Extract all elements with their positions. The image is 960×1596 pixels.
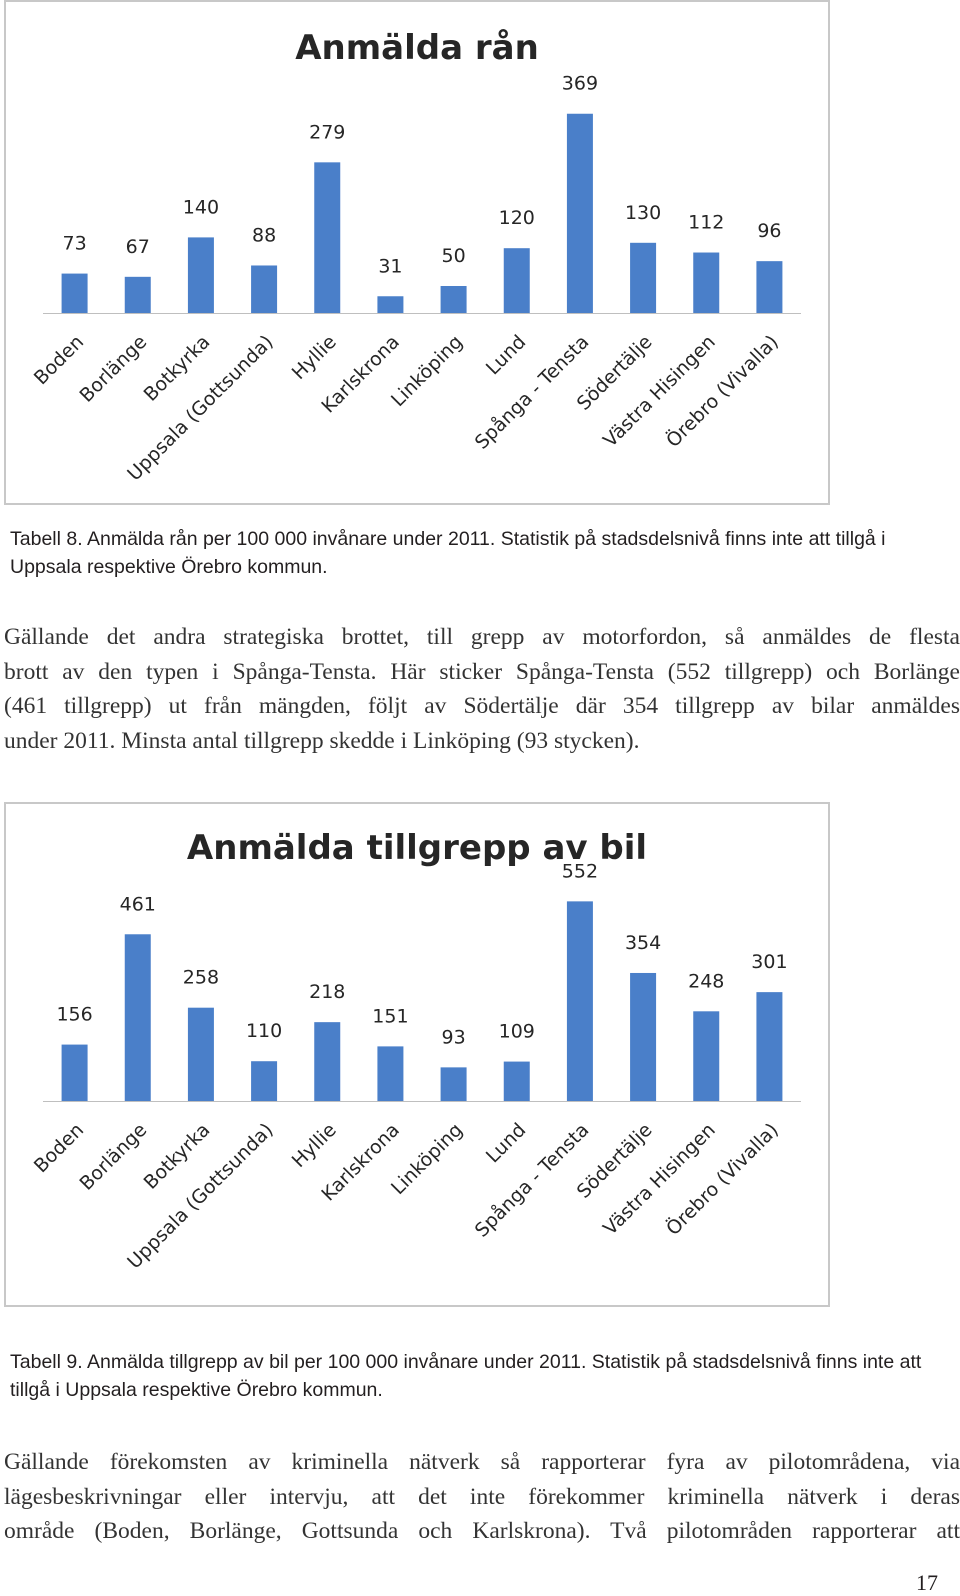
- data-label: 552: [562, 860, 598, 882]
- category-label: Lund: [482, 1119, 530, 1167]
- paragraph-line: Gällande förekomsten av kriminella nätve…: [4, 1449, 960, 1475]
- data-label: 88: [252, 224, 276, 246]
- data-label: 140: [183, 196, 219, 218]
- category-label: Västra Hisingen: [599, 331, 720, 452]
- bar-12: [756, 992, 783, 1101]
- bar-2: [124, 276, 151, 313]
- data-label: 218: [309, 981, 345, 1003]
- body-paragraph-2: Gällande förekomsten av kriminella nätve…: [4, 1445, 960, 1549]
- data-label: 73: [62, 233, 86, 255]
- bar-3: [187, 237, 214, 313]
- data-label: 258: [183, 967, 219, 989]
- robbery-chart-svg: Anmälda rån 73Boden67Borlänge140Botkyrka…: [30, 28, 801, 485]
- paragraph-line: område (Boden, Borlänge, Gottsunda och K…: [4, 1518, 960, 1544]
- data-label: 50: [441, 245, 465, 267]
- bar-6: [377, 1046, 404, 1101]
- bar-9: [566, 901, 593, 1101]
- data-label: 279: [309, 121, 345, 143]
- category-label: Boden: [30, 331, 88, 389]
- chart-title: Anmälda tillgrepp av bil: [187, 828, 647, 868]
- data-label: 130: [625, 202, 661, 224]
- data-label: 96: [757, 220, 781, 242]
- category-label: Borlänge: [75, 1119, 151, 1195]
- data-label: 151: [372, 1005, 408, 1027]
- category-label: Boden: [30, 1119, 88, 1177]
- data-label: 112: [688, 212, 724, 234]
- data-label: 156: [56, 1004, 92, 1026]
- category-label: Örebro (Vivalla): [661, 330, 783, 452]
- bar-11: [693, 252, 720, 313]
- table-9-caption: Tabell 9. Anmälda tillgrepp av bil per 1…: [10, 1351, 922, 1401]
- bar-7: [440, 1067, 467, 1101]
- page-number: 17: [916, 1570, 938, 1595]
- bar-10: [630, 972, 657, 1101]
- category-label: Spånga - Tensta: [470, 1118, 593, 1241]
- data-label: 109: [499, 1021, 535, 1043]
- car-theft-chart: Anmälda tillgrepp av bil 156 Boden 461 Borl…: [4, 802, 830, 1307]
- data-label: 93: [441, 1026, 465, 1048]
- data-label: 369: [562, 73, 598, 95]
- bar-12: [756, 261, 783, 313]
- data-label: 354: [625, 932, 661, 954]
- category-label: Hyllie: [288, 331, 341, 384]
- bar-1: [61, 1044, 88, 1101]
- bar-5: [314, 162, 341, 313]
- data-label: 301: [751, 951, 787, 973]
- bar-3: [187, 1007, 214, 1101]
- category-label: Borlänge: [75, 331, 151, 407]
- category-label: Hyllie: [288, 1119, 341, 1172]
- bar-11: [693, 1011, 720, 1101]
- category-label: Västra Hisingen: [599, 1119, 720, 1240]
- bar-4: [251, 1061, 278, 1101]
- paragraph-line: (461 tillgrepp) ut från mängden, följt a…: [4, 693, 960, 719]
- body-paragraph-1: Gällande det andra strategiska brottet, …: [4, 620, 960, 758]
- bar-9: [566, 113, 593, 314]
- bar-2: [124, 934, 151, 1101]
- paragraph-line: Gällande det andra strategiska brottet, …: [4, 624, 960, 650]
- category-label: Spånga - Tensta: [470, 330, 593, 453]
- paragraph-line: under 2011. Minsta antal tillgrepp skedd…: [4, 727, 640, 754]
- data-label: 67: [126, 236, 150, 258]
- bar-1: [61, 273, 88, 313]
- data-label: 110: [246, 1020, 282, 1042]
- category-label: Örebro (Vivalla): [661, 1118, 783, 1240]
- data-label: 248: [688, 970, 724, 992]
- bar-8: [503, 1061, 530, 1101]
- car-theft-chart-svg: Anmälda tillgrepp av bil 156 Boden 461 Borl…: [30, 828, 801, 1273]
- data-label: 461: [120, 893, 156, 915]
- bar-4: [251, 265, 278, 313]
- table-8-caption: Tabell 8. Anmälda rån per 100 000 invåna…: [10, 528, 886, 578]
- robbery-chart: Anmälda rån 73 Boden 67 Borlänge 140 Botkyrka…: [4, 0, 830, 505]
- data-label: 31: [378, 255, 402, 277]
- category-label: Lund: [482, 331, 530, 379]
- paragraph-line: brott av den typen i Spånga-Tensta. Här …: [4, 658, 960, 685]
- bar-6: [377, 296, 404, 313]
- chart-title: Anmälda rån: [295, 28, 539, 68]
- paragraph-line: lägesbeskrivningar eller intervju, att d…: [4, 1483, 960, 1510]
- bar-10: [630, 242, 657, 313]
- data-label: 120: [499, 207, 535, 229]
- bar-5: [314, 1022, 341, 1101]
- bar-8: [503, 248, 530, 313]
- bar-7: [440, 286, 467, 313]
